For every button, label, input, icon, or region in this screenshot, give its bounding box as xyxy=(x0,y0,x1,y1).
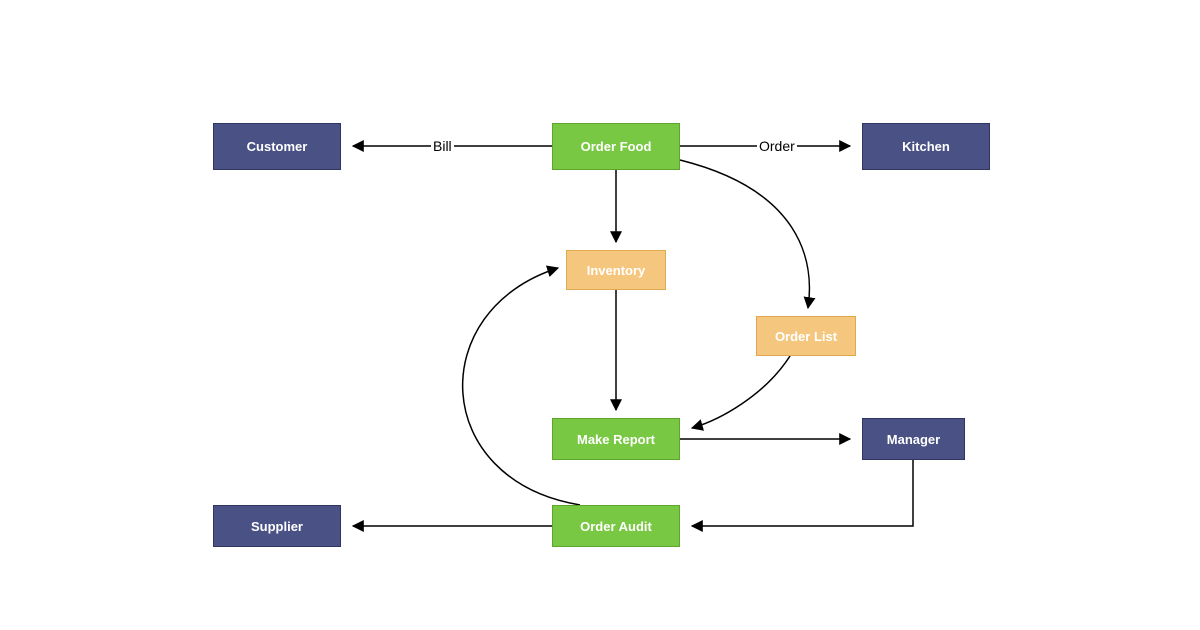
node-make-report: Make Report xyxy=(552,418,680,460)
edge-e6 xyxy=(692,356,790,428)
node-customer: Customer xyxy=(213,123,341,170)
edge-e4 xyxy=(680,160,809,308)
node-supplier: Supplier xyxy=(213,505,341,547)
node-order-list: Order List xyxy=(756,316,856,356)
node-inventory: Inventory xyxy=(566,250,666,290)
edge-label-e1: Bill xyxy=(431,138,454,154)
node-order-food: Order Food xyxy=(552,123,680,170)
node-kitchen: Kitchen xyxy=(862,123,990,170)
edge-label-e2: Order xyxy=(757,138,797,154)
edge-e10 xyxy=(463,268,580,505)
node-order-audit: Order Audit xyxy=(552,505,680,547)
node-manager: Manager xyxy=(862,418,965,460)
edge-e8 xyxy=(692,460,913,526)
